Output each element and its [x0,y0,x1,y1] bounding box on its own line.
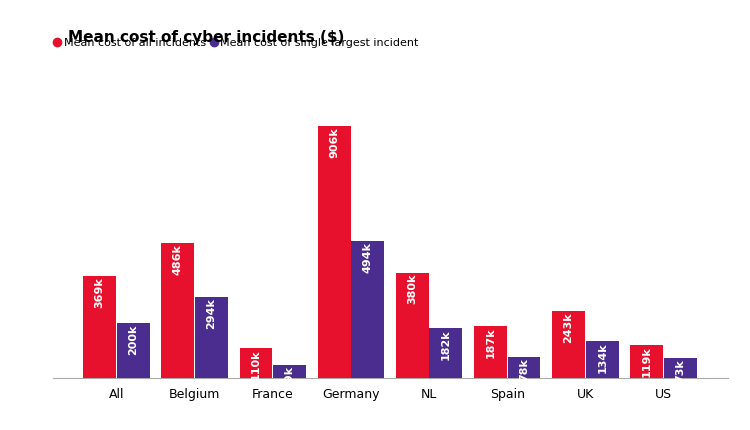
Bar [630,345,663,378]
Bar [351,241,384,378]
Text: 369k: 369k [94,277,104,308]
Bar [239,348,272,378]
Bar [430,328,462,378]
Bar [552,311,585,378]
Text: 119k: 119k [642,347,652,378]
Text: 294k: 294k [206,298,217,329]
Text: Mean cost of cyber incidents ($): Mean cost of cyber incidents ($) [68,30,344,45]
Bar [474,326,507,378]
Bar [586,341,619,378]
Text: 78k: 78k [519,358,529,381]
Text: 906k: 906k [329,128,339,159]
Bar [83,276,116,378]
Text: 182k: 182k [441,329,451,360]
Bar [664,358,697,378]
Text: 134k: 134k [597,343,608,373]
Text: 243k: 243k [563,312,574,343]
Bar [273,365,306,378]
Bar [195,297,228,378]
Text: 486k: 486k [172,245,183,276]
Text: 73k: 73k [676,359,686,382]
Text: 49k: 49k [284,366,295,389]
Bar [117,323,150,378]
Text: 110k: 110k [251,349,261,380]
Text: 380k: 380k [407,274,417,304]
Bar [508,357,541,378]
Legend: Mean cost of all incidents, Mean cost of single largest incident: Mean cost of all incidents, Mean cost of… [55,38,419,48]
Bar [318,126,350,378]
Text: 187k: 187k [485,328,496,358]
Text: 494k: 494k [363,243,373,273]
Text: 200k: 200k [128,324,138,354]
Bar [161,243,194,378]
Bar [396,273,429,378]
